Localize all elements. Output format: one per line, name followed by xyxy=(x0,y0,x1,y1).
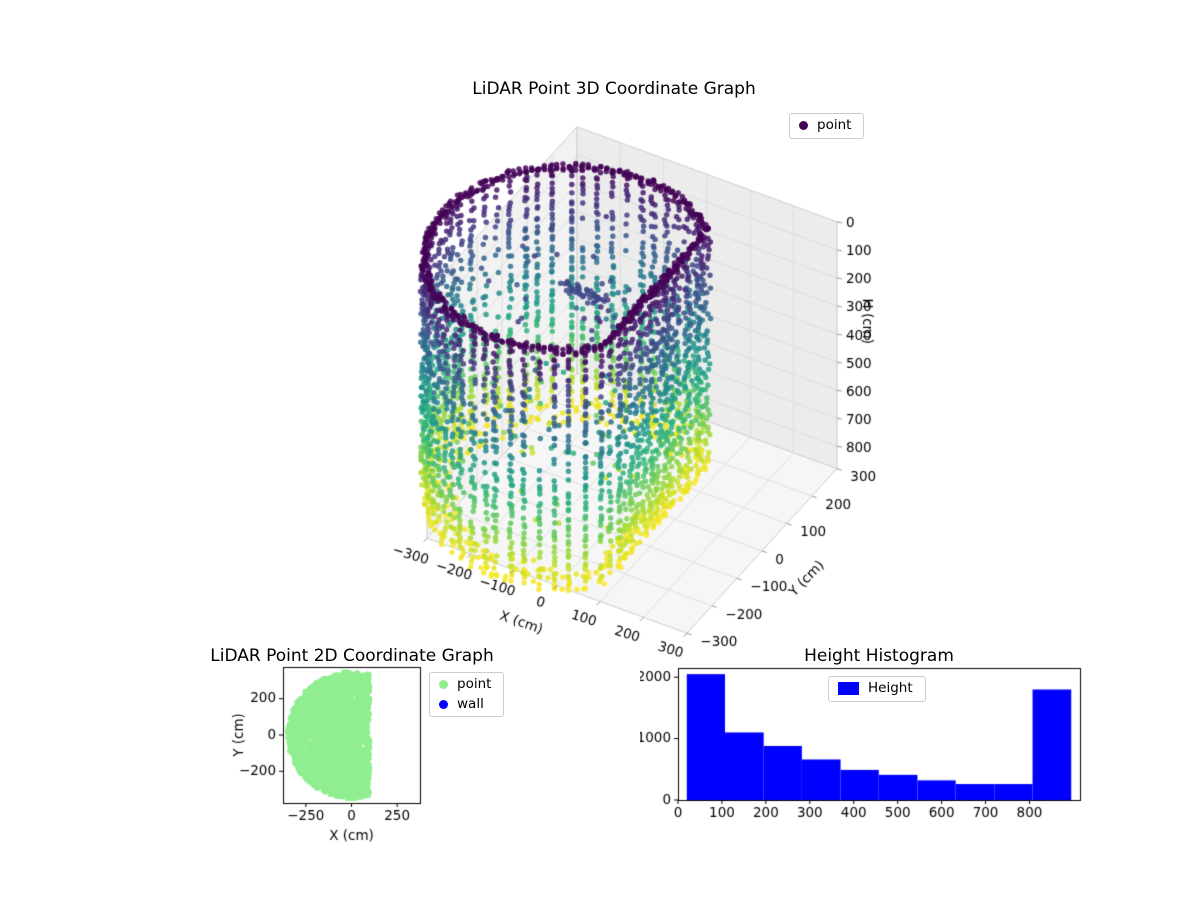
legend-label-wall: wall xyxy=(457,695,484,712)
point-marker-icon xyxy=(439,680,448,690)
height-patch-icon xyxy=(838,682,859,696)
wall-marker-icon xyxy=(439,699,448,709)
plot3d-title: LiDAR Point 3D Coordinate Graph xyxy=(472,79,756,99)
legend-item-height: Height xyxy=(838,680,913,696)
legend-item-point: point xyxy=(799,117,852,133)
legend-item-point: point xyxy=(439,676,492,692)
plot3d-legend: point xyxy=(789,113,865,139)
histogram-legend: Height xyxy=(828,676,926,702)
plot2d-legend: point wall xyxy=(429,672,505,717)
legend-label-point: point xyxy=(817,117,852,133)
legend-label-height: Height xyxy=(868,680,913,696)
legend-item-wall: wall xyxy=(439,695,491,712)
plot2d-canvas xyxy=(225,655,440,855)
plot3d-canvas xyxy=(380,100,900,680)
point-marker-icon xyxy=(799,121,808,131)
legend-label-point: point xyxy=(457,676,492,692)
